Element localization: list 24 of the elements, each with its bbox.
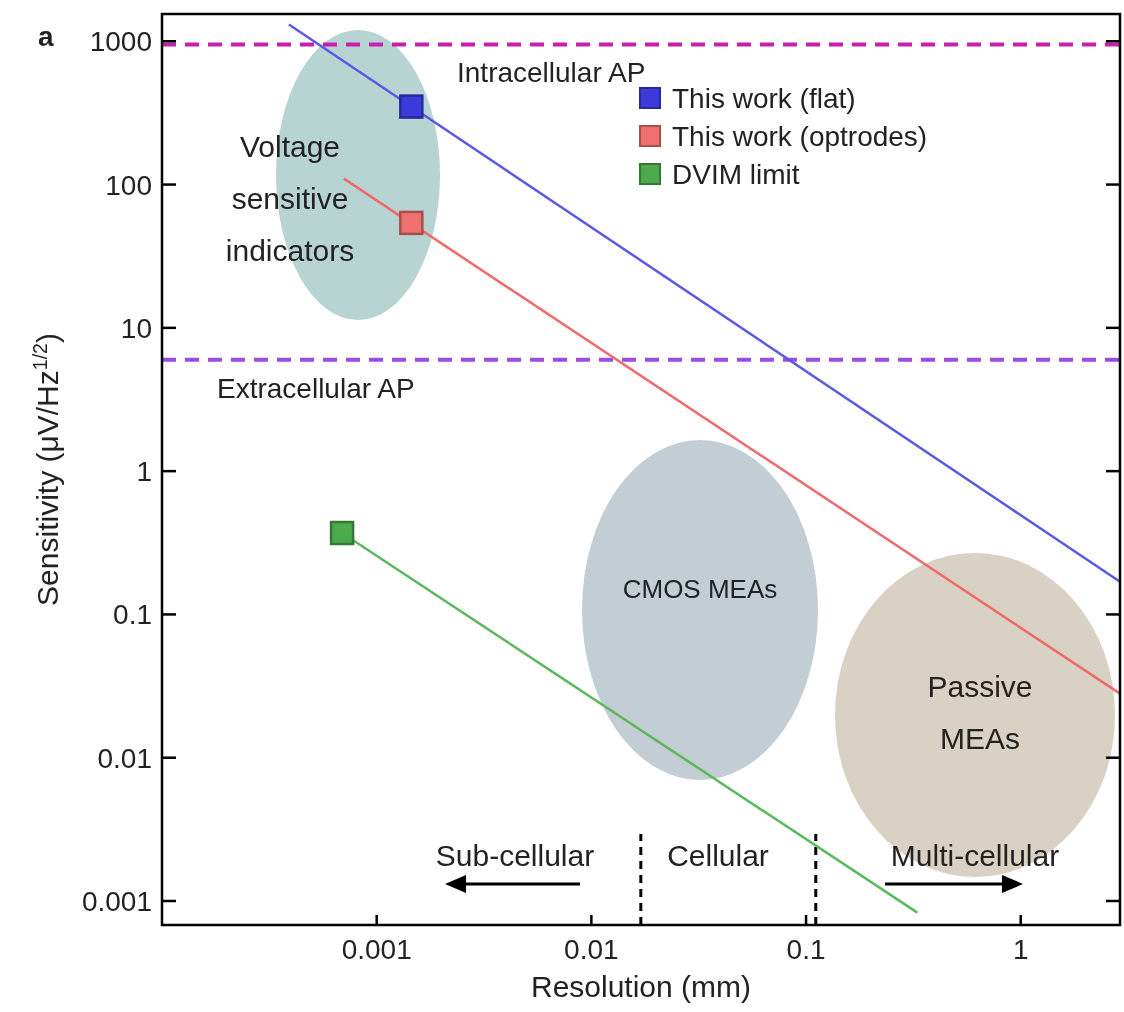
annotation: Passive MEAs xyxy=(927,670,1033,755)
ref-line-label: Extracellular AP xyxy=(217,372,415,404)
x-axis-title: Resolution (mm) xyxy=(530,970,752,1003)
annotation: Cellular xyxy=(667,839,769,872)
legend-label: This work (optrodes) xyxy=(672,121,928,152)
y-tick-label: 10 xyxy=(120,312,152,344)
legend-label: This work (flat) xyxy=(672,83,856,114)
ref-line-label: Intracellular AP xyxy=(457,57,646,89)
x-tick-label: 0.01 xyxy=(564,934,619,965)
y-tick-label: 1000 xyxy=(89,26,152,58)
x-tick-label: 0.1 xyxy=(786,934,826,965)
annotation: CMOS MEAs xyxy=(622,574,778,604)
x-tick-label: 0.001 xyxy=(341,934,412,965)
annotation: Multi-cellular xyxy=(890,839,1060,872)
annotation: Sub-cellular xyxy=(435,839,595,872)
legend-label: DVIM limit xyxy=(672,159,800,190)
y-tick-label: 0.001 xyxy=(81,886,152,917)
y-tick-label: 100 xyxy=(105,169,152,201)
x-tick-label: 1 xyxy=(1012,934,1029,965)
y-tick-label: 0.01 xyxy=(97,742,152,774)
annotation: Voltage sensitive indicators xyxy=(225,130,355,267)
y-tick-label: 1 xyxy=(136,456,152,488)
y-tick-label: 0.1 xyxy=(113,599,152,631)
text: a xyxy=(38,21,54,52)
